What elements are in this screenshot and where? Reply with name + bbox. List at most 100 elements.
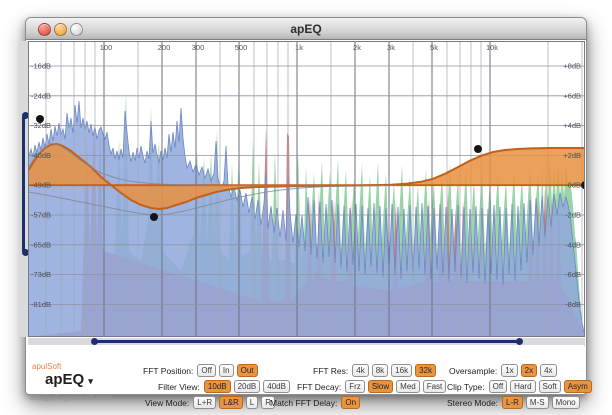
- stereo-mode-option-mono[interactable]: Mono: [551, 396, 580, 409]
- oversample-option-4x[interactable]: 4x: [540, 364, 557, 377]
- freq-axis-label: 500: [235, 43, 248, 52]
- window-title: apEQ: [290, 22, 322, 36]
- gain-db-label: +4dB: [563, 121, 581, 130]
- clip-type-group: Clip Type: Off Hard Soft Asym: [447, 380, 595, 393]
- oversample-option-2x[interactable]: 2x: [520, 364, 538, 377]
- freq-axis-label: 2k: [353, 43, 361, 52]
- fft-res-option-8k[interactable]: 8k: [371, 364, 389, 377]
- filter-view-option-10db[interactable]: 10dB: [203, 380, 231, 393]
- fft-decay-option-slow[interactable]: Slow: [367, 380, 394, 393]
- view-mode-option-l[interactable]: L: [245, 396, 259, 409]
- clip-type-option-asym[interactable]: Asym: [563, 380, 592, 393]
- stereo-mode-label: Stereo Mode:: [447, 397, 499, 408]
- freq-axis-label: 5k: [430, 43, 438, 52]
- freq-axis-label: 1k: [295, 43, 303, 52]
- fft-db-label: -24dB: [31, 91, 51, 100]
- fft-res-option-16k[interactable]: 16k: [391, 364, 413, 377]
- graph-border: [28, 41, 585, 337]
- stereo-mode-option-m-s[interactable]: M-S: [525, 396, 549, 409]
- fft-position-option-out[interactable]: Out: [236, 364, 258, 377]
- clip-type-label: Clip Type:: [447, 381, 485, 392]
- filter-band-curve: [28, 185, 397, 216]
- filter-view-label: Filter View:: [158, 381, 200, 392]
- product-menu[interactable]: apEQ ▾: [45, 371, 93, 388]
- fft-decay-option-frz[interactable]: Frz: [345, 380, 365, 393]
- match-fft-delay-label: Match FFT Delay:: [270, 397, 338, 408]
- filter-view-option-40db[interactable]: 40dB: [263, 380, 290, 393]
- fft-position-group: FFT Position: Off In Out: [143, 364, 261, 377]
- gain-db-label: -2dB: [565, 211, 581, 220]
- vscroll-top-handle[interactable]: [22, 112, 29, 119]
- view-mode-option-l-r[interactable]: L&R: [219, 396, 243, 409]
- menu-arrow-icon: ▾: [88, 376, 93, 386]
- filter-view-option-20db[interactable]: 20dB: [233, 380, 261, 393]
- filter-band-curve: [28, 142, 322, 187]
- freq-axis-label: 3k: [387, 43, 395, 52]
- eq-response-curve: [28, 142, 585, 211]
- match-fft-delay-option-on[interactable]: On: [341, 396, 361, 409]
- oversample-label: Oversample:: [449, 365, 498, 376]
- contact-email: adi@pflugshaupt.com: [30, 392, 113, 402]
- control-bar: apulSoft apEQ ▾ adi@pflugshaupt.com FFT …: [27, 345, 592, 409]
- eq-control-point[interactable]: [36, 115, 44, 123]
- fft-res-label: FFT Res:: [313, 365, 349, 376]
- eq-response-fill: [28, 144, 585, 209]
- branding: apulSoft apEQ ▾ adi@pflugshaupt.com: [29, 362, 139, 402]
- fft-db-label: -81dB: [31, 300, 51, 309]
- gain-db-label: 0dB: [568, 181, 581, 190]
- vertical-zoom-scrollbar[interactable]: [22, 112, 29, 256]
- hscroll-right-handle[interactable]: [516, 338, 523, 345]
- match-fft-delay-group: Match FFT Delay: On: [270, 396, 363, 409]
- fft-db-label: -40dB: [31, 151, 51, 160]
- fft-decay-option-med[interactable]: Med: [396, 380, 420, 393]
- view-mode-label: View Mode:: [145, 397, 190, 408]
- fft-db-label: -16dB: [31, 62, 51, 71]
- zoom-button[interactable]: [70, 23, 83, 36]
- gain-db-label: +6dB: [563, 91, 581, 100]
- oversample-option-1x[interactable]: 1x: [501, 364, 518, 377]
- fft-res-option-4k[interactable]: 4k: [352, 364, 369, 377]
- fft-decay-option-fast[interactable]: Fast: [422, 380, 447, 393]
- fft-res-option-32k[interactable]: 32k: [415, 364, 436, 377]
- clip-type-option-off[interactable]: Off: [488, 380, 508, 393]
- fft-db-label: -49dB: [31, 181, 51, 190]
- freq-axis-label: 300: [192, 43, 205, 52]
- stereo-mode-group: Stereo Mode: L-R M-S Mono: [447, 396, 583, 409]
- close-button[interactable]: [38, 23, 51, 36]
- plugin-window: apEQ 100 200 300 500 1k 2k 3k 5k 10k -16dB +8dB -24…: [20, 17, 592, 409]
- freq-axis-label: 100: [100, 43, 113, 52]
- view-mode-option-l-r[interactable]: L+R: [193, 396, 217, 409]
- titlebar[interactable]: apEQ: [26, 18, 586, 40]
- vscroll-bottom-handle[interactable]: [22, 249, 29, 256]
- fft-db-label: -57dB: [31, 211, 51, 220]
- gain-db-label: -4dB: [565, 240, 581, 249]
- fft-position-option-off[interactable]: Off: [197, 364, 216, 377]
- view-mode-option-r[interactable]: R: [261, 396, 275, 409]
- fft-res-group: FFT Res: 4k 8k 16k 32k: [313, 364, 439, 377]
- eq-graph[interactable]: 100 200 300 500 1k 2k 3k 5k 10k -16dB +8dB -24dB +6d…: [28, 41, 585, 337]
- hscroll-left-handle[interactable]: [91, 338, 98, 345]
- fft-db-label: -73dB: [31, 270, 51, 279]
- fft-position-label: FFT Position:: [143, 365, 194, 376]
- minimize-button[interactable]: [54, 23, 67, 36]
- filter-view-group: Filter View: 10dB 20dB 40dB: [158, 380, 293, 393]
- oversample-group: Oversample: 1x 2x 4x: [449, 364, 560, 377]
- freq-axis-label: 200: [158, 43, 171, 52]
- stereo-mode-option-l-r[interactable]: L-R: [502, 396, 523, 409]
- freq-axis-label: 10k: [486, 43, 498, 52]
- clip-type-option-soft[interactable]: Soft: [538, 380, 561, 393]
- fft-position-option-in[interactable]: In: [218, 364, 234, 377]
- gain-db-label: -8dB: [565, 300, 581, 309]
- fft-decay-label: FFT Decay:: [297, 381, 342, 392]
- fft-decay-group: FFT Decay: Frz Slow Med Fast: [297, 380, 449, 393]
- gain-db-label: -6dB: [565, 270, 581, 279]
- company-name: apulSoft: [32, 362, 62, 371]
- horizontal-zoom-scrollbar[interactable]: [91, 338, 523, 345]
- fft-db-label: -32dB: [31, 121, 51, 130]
- clip-type-option-hard[interactable]: Hard: [510, 380, 536, 393]
- eq-control-point[interactable]: [474, 145, 482, 153]
- fft-db-label: -65dB: [31, 240, 51, 249]
- gain-db-label: +8dB: [563, 62, 581, 71]
- eq-control-point[interactable]: [150, 213, 158, 221]
- gain-db-label: +2dB: [563, 151, 581, 160]
